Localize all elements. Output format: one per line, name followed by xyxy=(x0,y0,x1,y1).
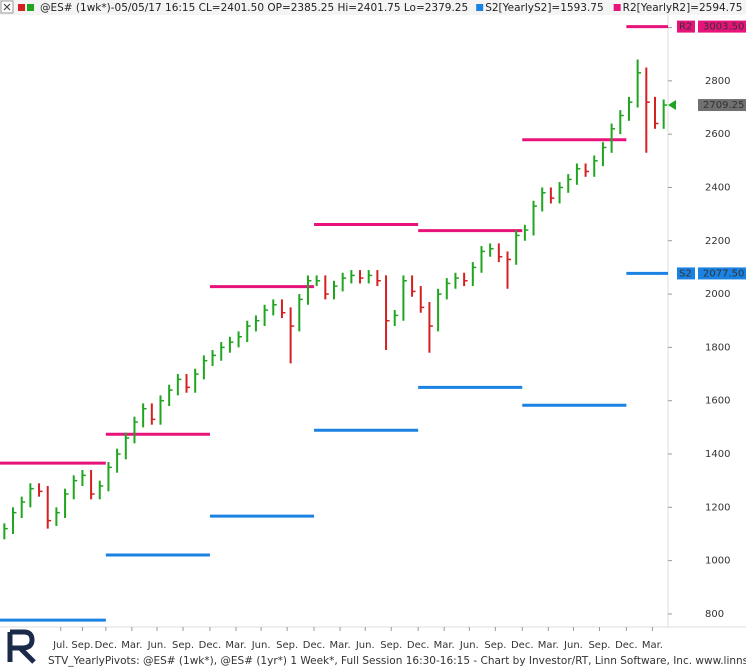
x-tick-label: Jun. xyxy=(251,640,271,651)
x-tick-label: Dec. xyxy=(303,640,326,651)
marker-label: 3003.50 xyxy=(703,22,744,33)
legend-swatch xyxy=(476,4,484,11)
y-tick-label: 1800 xyxy=(705,342,730,353)
x-tick-label: Dec. xyxy=(199,640,222,651)
marker-name: S2 xyxy=(679,268,692,279)
x-tick-label: Jun. xyxy=(459,640,479,651)
y-tick-label: 2400 xyxy=(705,182,730,193)
footer: STV_YearlyPivots: @ES# (1wk*), @ES# (1yr… xyxy=(48,655,746,667)
x-tick-label: Jun. xyxy=(563,640,583,651)
legend-label: S2[YearlyS2]=1593.75 xyxy=(485,2,603,14)
y-tick-label: 2200 xyxy=(705,236,730,247)
x-tick-label: Sep. xyxy=(172,640,194,651)
y-tick-label: 2000 xyxy=(705,289,730,300)
marker-label: 2077.50 xyxy=(703,268,744,279)
x-tick-label: Sep. xyxy=(588,640,610,651)
x-tick-label: Mar. xyxy=(642,640,663,651)
x-tick-label: Mar. xyxy=(434,640,455,651)
x-tick-label: Dec. xyxy=(615,640,638,651)
x-tick-label: Jul. xyxy=(52,640,68,651)
marker-tag xyxy=(677,267,695,280)
y-tick-label: 1600 xyxy=(705,396,730,407)
x-tick-label: Mar. xyxy=(225,640,246,651)
x-tick-label: Dec. xyxy=(95,640,118,651)
x-tick-label: Dec. xyxy=(407,640,430,651)
marker-label: 2709.25 xyxy=(703,100,744,111)
y-tick-label: 1400 xyxy=(705,449,730,460)
marker-box xyxy=(698,267,746,280)
x-tick-label: Jun. xyxy=(355,640,375,651)
close-button[interactable] xyxy=(0,0,14,14)
x-tick-label: Sep. xyxy=(484,640,506,651)
y-tick-label: 800 xyxy=(705,609,724,620)
x-tick-label: Sep. xyxy=(71,640,93,651)
x-tick-label: Dec. xyxy=(511,640,534,651)
y-tick-label: 1000 xyxy=(705,556,730,567)
y-tick-label: 2600 xyxy=(705,129,730,140)
header-bar xyxy=(0,0,746,15)
close-icon[interactable] xyxy=(3,3,11,11)
legend-label: R2[YearlyR2]=2594.75 xyxy=(623,2,743,14)
marker-arrow xyxy=(668,100,676,111)
marker-box xyxy=(698,99,746,112)
x-tick-label: Mar. xyxy=(121,640,142,651)
chart-title: @ES# (1wk*)-05/05/17 16:15 CL=2401.50 OP… xyxy=(40,2,468,14)
legend-swatch xyxy=(18,4,25,11)
x-tick-label: Jun. xyxy=(147,640,167,651)
y-tick-label: 1200 xyxy=(705,502,730,513)
marker-name: R2 xyxy=(679,22,692,33)
x-tick-label: Mar. xyxy=(330,640,351,651)
y-tick-label: 2800 xyxy=(705,76,730,87)
legend-swatch xyxy=(27,4,34,11)
marker-box xyxy=(698,20,746,33)
x-tick-label: Sep. xyxy=(276,640,298,651)
logo xyxy=(4,628,42,666)
x-tick-label: Sep. xyxy=(380,640,402,651)
marker-tag xyxy=(677,20,695,33)
legend-swatch xyxy=(613,4,621,11)
x-tick-label: Mar. xyxy=(538,640,559,651)
logo-r xyxy=(7,629,36,664)
